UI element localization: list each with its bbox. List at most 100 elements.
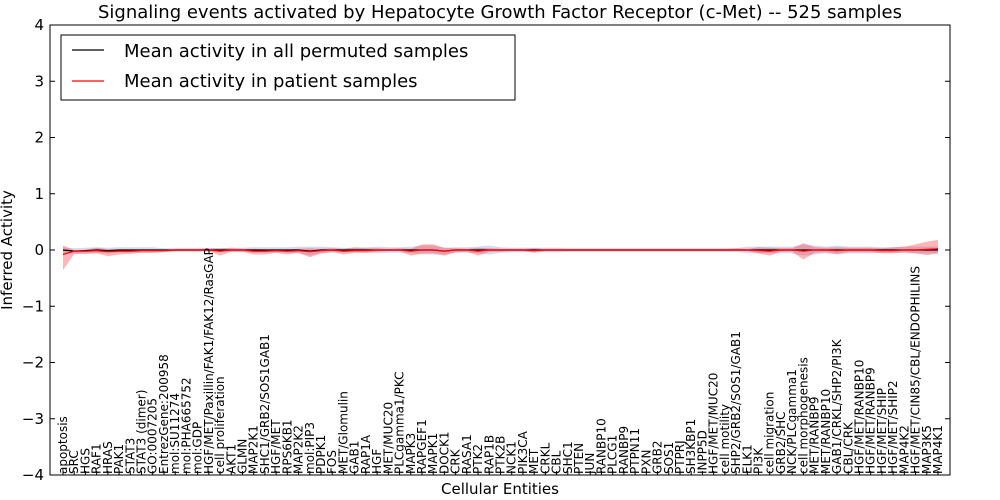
x-tick-label: HGF/MET/SHIP2 <box>886 380 900 474</box>
x-tick-label: CBL <box>550 450 564 474</box>
band-patient <box>63 239 938 271</box>
x-tick-label: ELK1 <box>740 444 754 474</box>
y-tick-label: 3 <box>34 72 44 90</box>
chart-title: Signaling events activated by Hepatocyte… <box>98 2 902 23</box>
x-tick-label: STAT3 <box>123 438 137 474</box>
x-tick-label: PTEN <box>572 443 586 474</box>
x-tick-label: mol:PHA665752 <box>179 377 193 474</box>
x-tick-label: RAF1 <box>90 443 104 474</box>
x-tick-label: MET/Glomulin <box>336 391 350 474</box>
y-axis: −4 −3 −2 −1 0 1 2 3 4 <box>22 16 950 484</box>
x-tick-label: GAB1 <box>348 441 362 474</box>
y-tick-label: −3 <box>22 410 44 428</box>
x-tick-label: JUN <box>583 453 597 475</box>
series-line-patient <box>62 248 939 256</box>
x-tick-label: HGF <box>370 449 384 474</box>
x-tick-label: SH3KBP1 <box>684 419 698 474</box>
x-tick-label: STAT3 (dimer) <box>135 390 149 474</box>
x-axis-label: Cellular Entities <box>441 480 559 498</box>
x-tick-label: INPP5D <box>695 430 709 474</box>
x-tick-label: HGF/MET/Paxillin/FAK1/FAK12/RasGAP <box>202 248 216 474</box>
x-tick-label: cell proliferation <box>213 376 227 474</box>
x-tick-label: RASA1 <box>460 434 474 474</box>
x-tick-label: RANBP10 <box>595 418 609 474</box>
x-tick-label: HRAS <box>101 441 115 474</box>
x-tick-label: NCK/PLCgamma1 <box>785 369 799 474</box>
x-tick-label: mol:SU11274 <box>168 393 182 474</box>
x-tick-label: AKT1 <box>224 444 238 474</box>
x-tick-label: SHP2/GRB2/SOS1/GAB1 <box>729 331 743 474</box>
x-tick-label: MAP4K2 <box>897 425 911 474</box>
legend-label-permuted: Mean activity in all permuted samples <box>124 41 468 62</box>
x-tick-label: GAB1/CRKL/SHP2/PI3K <box>830 338 844 474</box>
x-tick-label: MAP4K1 <box>931 425 945 474</box>
y-tick-label: −4 <box>22 466 44 484</box>
x-tick-label: RPS6KB1 <box>280 419 294 474</box>
x-tick-label: HGF/MET/SHIP <box>875 388 889 474</box>
x-tick-label: MAP2K2 <box>292 425 306 474</box>
legend: Mean activity in all permuted samples Me… <box>60 34 516 101</box>
x-tick-label: MET/RANBP9 <box>808 397 822 474</box>
x-tick-label: SHC1 <box>561 441 575 474</box>
x-tick-label: DOCK1 <box>437 431 451 474</box>
x-tick-label: PI3K <box>752 447 766 474</box>
x-tick-label: RAPGEF1 <box>415 419 429 474</box>
x-tick-label: PIK3CA <box>516 430 530 474</box>
x-tick-label: HGF/MET <box>269 419 283 474</box>
x-tick-label: cell migration <box>763 392 777 474</box>
x-tick-label: SRC <box>67 450 81 474</box>
legend-box <box>60 34 516 101</box>
x-tick-label: mol:GDP <box>191 422 205 474</box>
x-tick-label: PAK1 <box>112 444 126 474</box>
x-tick-label: HGF/MET/MUC20 <box>707 373 721 474</box>
x-tick-label: CBL/CRK <box>841 421 855 474</box>
legend-label-patient: Mean activity in patient samples <box>124 71 418 92</box>
x-tick-label: mol:PIP3 <box>303 422 317 474</box>
y-tick-label: −2 <box>22 354 44 372</box>
y-tick-label: 4 <box>34 16 44 34</box>
y-tick-label: −1 <box>22 297 44 315</box>
x-tick-label: MET/MUC20 <box>381 402 395 474</box>
x-tick-label: PXN <box>639 450 653 474</box>
x-tick-label: HGF/MET/RANBP9 <box>864 367 878 474</box>
x-tick-label: PTK2B <box>494 436 508 474</box>
x-tick-label: PTK2 <box>471 444 485 474</box>
x-tick-label: NCK1 <box>505 441 519 474</box>
x-tick-label: CRKL <box>538 442 552 474</box>
x-tick-label: FOS <box>325 450 339 474</box>
x-tick-label: PLCG1 <box>606 435 620 474</box>
y-tick-label: 0 <box>34 241 44 259</box>
y-tick-label: 2 <box>34 129 44 147</box>
x-tick-label: MET/RANBP10 <box>819 389 833 474</box>
x-tick-label: PLCgamma1/PKC <box>393 371 407 474</box>
x-tick-label: MAPK3 <box>404 433 418 474</box>
x-tick-label: EntrezGene:200958 <box>157 354 171 474</box>
x-tick-label: CRK <box>449 448 463 474</box>
y-tick-label: 1 <box>34 185 44 203</box>
x-tick-label: MAP3K5 <box>920 425 934 474</box>
x-tick-label: cell morphogenesis <box>796 357 810 474</box>
x-tick-label: PTPN11 <box>628 428 642 474</box>
x-tick-label: SOS1 <box>662 442 676 474</box>
x-tick-label: RAP1B <box>482 435 496 474</box>
x-tick-label: MAP2K1 <box>247 425 261 474</box>
y-axis-label: Inferred Activity <box>0 190 16 310</box>
x-tick-label: GRB2/SHC <box>774 411 788 474</box>
x-tick-label: PDPK1 <box>314 435 328 474</box>
x-tick-label: cell motility <box>718 404 732 474</box>
x-tick-label: HGF/MET/RANBP10 <box>853 360 867 474</box>
x-tick-label: RANBP9 <box>617 426 631 474</box>
x-tick-label: RAP1A <box>359 434 373 474</box>
plot-area <box>62 239 939 271</box>
x-tick-label: HGF/MET/CIN85/CBL/ENDOPHILINS <box>909 266 923 474</box>
x-tick-label: apoptosis <box>56 416 70 474</box>
x-tick-label: GRB2 <box>651 440 665 474</box>
x-tick-label: GLMN <box>236 439 250 474</box>
x-tick-label: PTPRJ <box>673 440 687 474</box>
x-tick-label: GO:0007205 <box>146 398 160 474</box>
x-tick-label: SHC1/GRB2/SOS1GAB1 <box>258 334 272 474</box>
x-tick-label: MET <box>527 448 541 474</box>
x-tick-label: MAPK1 <box>426 433 440 474</box>
